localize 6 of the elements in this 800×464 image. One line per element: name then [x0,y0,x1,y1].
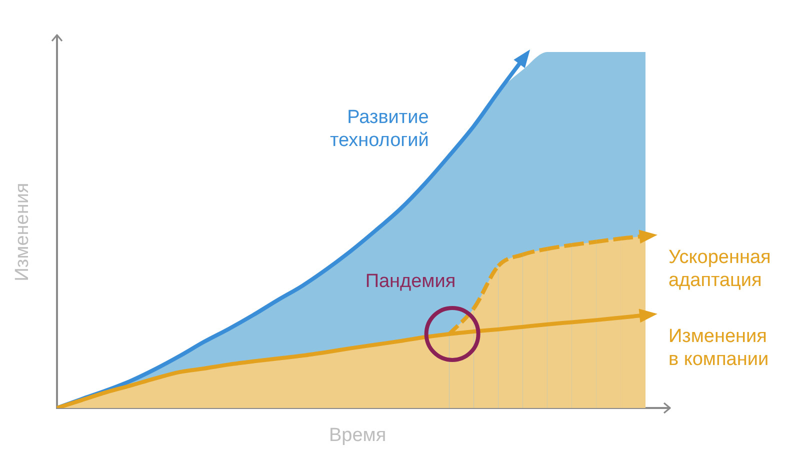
x-axis-title: Время [329,425,386,447]
y-axis-title: Изменения [12,182,34,282]
annotation: Пандемия [365,270,456,293]
series-label: Изменения в компании [668,325,770,372]
series-label: Ускоренная адаптация [668,246,772,292]
series-label: Развитие технологий [329,106,429,152]
